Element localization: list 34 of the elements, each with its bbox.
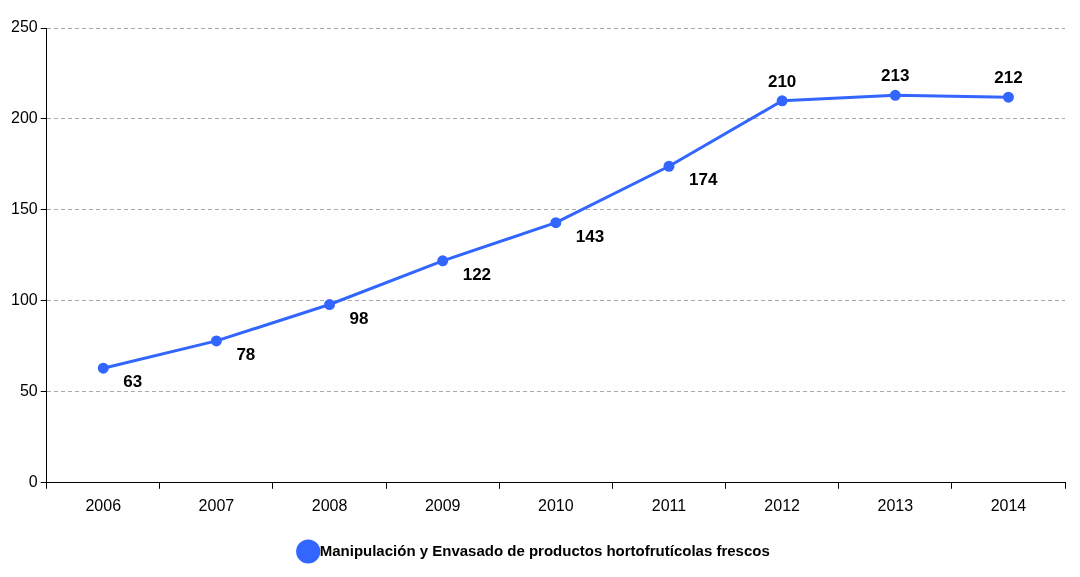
point (550, 217, 562, 229)
point (663, 160, 675, 172)
point (1002, 91, 1014, 103)
data-label: 98 (349, 308, 369, 328)
point (97, 362, 109, 374)
x-tick-label: 2008 (311, 496, 348, 514)
point (437, 255, 449, 267)
x-tick-label: 2009 (424, 496, 461, 514)
x-tick-label: 2011 (651, 496, 687, 514)
data-label: 213 (881, 66, 910, 86)
y-tick-label: 100 (10, 291, 38, 309)
data-label: 143 (575, 226, 605, 246)
x-tick-label: 2014 (990, 496, 1027, 514)
data-label: 210 (767, 71, 797, 91)
data-label: 122 (462, 265, 492, 285)
y-tick-label: 200 (10, 109, 38, 127)
y-tick-label: 150 (10, 200, 38, 218)
y-tick-label: 0 (28, 473, 38, 491)
x-tick-label: 2012 (764, 496, 801, 514)
y-tick-label: 250 (10, 18, 38, 36)
data-label: 212 (994, 68, 1023, 88)
x-tick-label: 2006 (85, 496, 122, 514)
legend-label: Manipulación y Envasado de productos hortofrutícolas frescos (319, 541, 770, 559)
data-label: 63 (123, 372, 143, 392)
data-label: 174 (688, 170, 718, 190)
point (324, 299, 336, 311)
x-tick-label: 2007 (198, 496, 235, 514)
point (889, 89, 901, 101)
data-label: 78 (236, 345, 256, 365)
x-tick-label: 2010 (538, 496, 574, 514)
point (776, 95, 788, 107)
y-tick-label: 50 (19, 382, 38, 400)
point (210, 335, 222, 347)
x-tick-label: 2013 (877, 496, 914, 514)
